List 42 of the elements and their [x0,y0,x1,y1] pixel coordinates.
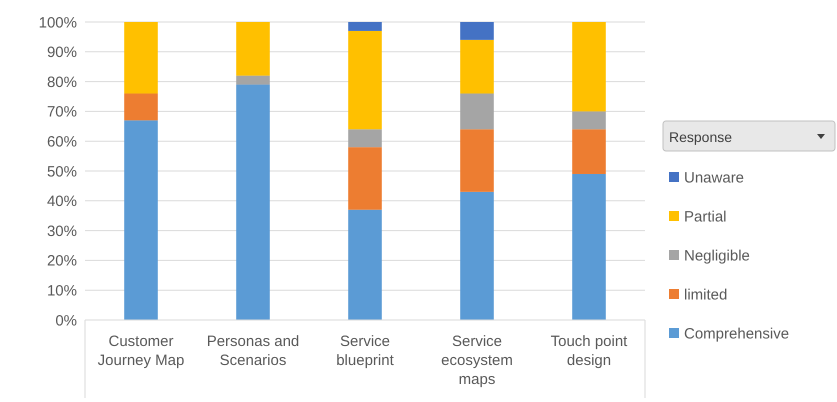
legend-label: Partial [684,208,727,226]
x-tick-label: Service blueprint [336,333,395,369]
bar [348,129,382,148]
bar [460,129,494,192]
y-tick-label: 30% [46,222,77,240]
bar [348,30,382,130]
bar [236,22,270,76]
legend-label: Comprehensive [684,325,790,342]
y-tick-label: 50% [46,163,77,180]
bar [124,22,158,94]
y-tick-label: 20% [46,252,77,270]
bar [460,40,494,94]
y-tick-label: 80% [46,74,77,91]
y-tick-label: 0% [55,312,77,330]
bar [348,22,382,31]
y-tick-label: 10% [46,282,77,300]
legend-label: Negligible [684,247,750,264]
bar [348,147,382,210]
y-tick-label: 40% [46,193,77,210]
y-tick-label: 60% [46,133,77,150]
bar [572,111,606,130]
bar [348,210,382,320]
bar [572,174,606,320]
y-tick-label: 70% [46,104,77,121]
bar [236,76,270,85]
legend-label: Unaware [684,169,744,186]
bar [460,22,494,40]
bar [124,94,158,120]
bar [572,22,606,112]
bar [460,94,494,130]
y-tick-label: 100% [38,14,77,32]
x-tick-label: Service ecosystem maps [441,333,513,388]
bar [236,84,270,320]
x-tick-label: Touch point design [550,333,628,369]
bar [124,120,158,320]
bar [460,192,494,320]
legend-label: limited [684,286,728,304]
y-tick-label: 90% [46,44,77,62]
x-tick-label: Customer Journey Map [98,333,184,369]
legend-title: Response [669,128,732,145]
x-tick-label: Personas and Scenarios [206,333,300,369]
bar [572,129,606,174]
